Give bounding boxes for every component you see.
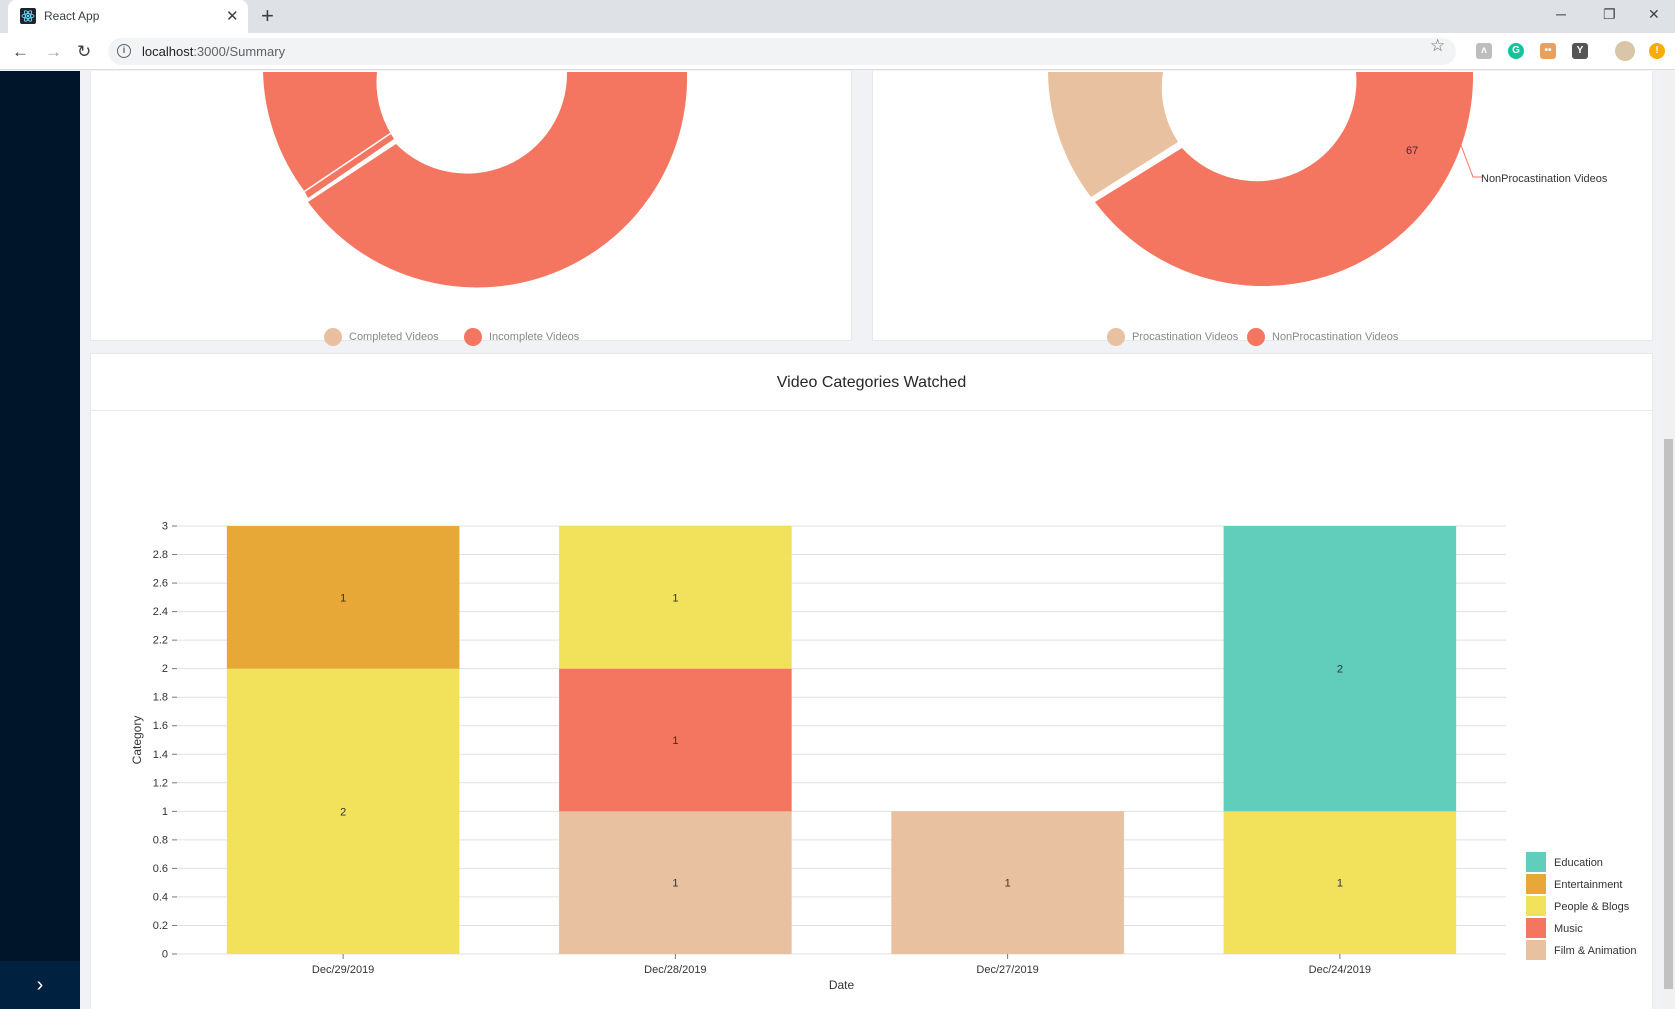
- legend-swatch[interactable]: [1526, 896, 1546, 916]
- react-logo-icon: [20, 8, 36, 24]
- completion-donut-chart: [263, 72, 688, 288]
- y-axis-label: Category: [130, 716, 144, 765]
- sidebar: ›: [0, 71, 80, 1009]
- y-tick-label: 1: [162, 806, 168, 818]
- bar-value-label: 2: [1337, 664, 1343, 676]
- bar-segment[interactable]: [226, 526, 460, 669]
- card-title: Video Categories Watched: [91, 354, 1652, 411]
- bar-value-label: 1: [1005, 878, 1011, 890]
- url-text: localhost:3000/Summary: [142, 44, 286, 59]
- y-tick-label: 0: [162, 949, 168, 961]
- legend-dot: [1107, 328, 1125, 346]
- y-tick-label: 0.4: [153, 891, 168, 903]
- y-tick-label: 2.8: [153, 549, 168, 561]
- bar-value-label: 1: [340, 592, 346, 604]
- address-bar[interactable]: i localhost:3000/Summary: [108, 38, 1456, 65]
- slice-label-nonprocrastination: NonProcastination Videos: [1481, 173, 1608, 185]
- bookmark-star-icon[interactable]: ☆: [1430, 36, 1446, 55]
- video-categories-card: Video Categories Watched 0 0.2 0.4 0.6 0.8 1 1…: [90, 353, 1653, 1009]
- browser-tab-bar: React App ✕ + ─ ❐ ✕: [0, 0, 1675, 33]
- legend-label: Film & Animation: [1554, 945, 1637, 957]
- y-tick-label: 1.4: [153, 749, 168, 761]
- page-scrollbar[interactable]: [1662, 71, 1675, 1009]
- donut-slice-nonprocrastination[interactable]: [1095, 72, 1474, 287]
- y-tick-label: 1.8: [153, 692, 168, 704]
- back-icon[interactable]: ←: [12, 42, 29, 61]
- browser-toolbar: ← → ↻ i localhost:3000/Summary ☆ ʌ G •• …: [0, 33, 1675, 70]
- bar-segment[interactable]: [1223, 526, 1457, 812]
- update-alert-icon[interactable]: !: [1649, 43, 1665, 59]
- y-tick-label: 0.2: [153, 920, 168, 932]
- legend-swatch[interactable]: [1526, 874, 1546, 894]
- y-tick-label: 2.6: [153, 578, 168, 590]
- y-tick-label: 3: [162, 521, 168, 533]
- y-tick-label: 2: [162, 663, 168, 675]
- legend-completed-videos[interactable]: Completed Videos: [324, 328, 439, 346]
- bar-segment[interactable]: [559, 526, 792, 669]
- tab-title: React App: [44, 9, 100, 23]
- scrollbar-thumb[interactable]: [1664, 439, 1673, 989]
- main-content: Completed Videos Incomplete Videos NonPr…: [80, 71, 1662, 1009]
- avatar[interactable]: [1615, 41, 1635, 61]
- x-tick-label: Dec/29/2019: [312, 964, 374, 976]
- bar-segment[interactable]: [559, 668, 792, 812]
- legend-label: Entertainment: [1554, 879, 1622, 891]
- bar-value-label: 1: [672, 878, 678, 890]
- completion-chart-card: Completed Videos Incomplete Videos: [90, 71, 852, 346]
- legend-label: People & Blogs: [1554, 901, 1630, 913]
- bar-value-label: 2: [340, 806, 346, 818]
- legend-label: Music: [1554, 923, 1583, 935]
- legend-swatch[interactable]: [1526, 918, 1546, 938]
- restore-icon[interactable]: ❐: [1603, 6, 1616, 22]
- donut-slice-completed[interactable]: [305, 134, 394, 198]
- extension-y-icon[interactable]: Y: [1572, 43, 1588, 59]
- sidebar-expand-chevron-icon[interactable]: ›: [0, 961, 80, 1009]
- legend-procrastination-videos[interactable]: Procastination Videos: [1107, 328, 1238, 346]
- x-tick-label: Dec/28/2019: [644, 964, 706, 976]
- legend-dot: [324, 328, 342, 346]
- donut-slice-incomplete-left[interactable]: [263, 72, 391, 192]
- legend-label: Education: [1554, 857, 1603, 869]
- bar-segment[interactable]: [559, 811, 792, 954]
- bar-segment[interactable]: [1223, 811, 1457, 954]
- bar-value-label: 1: [672, 735, 678, 747]
- site-info-icon[interactable]: i: [117, 44, 131, 58]
- legend-swatch[interactable]: [1526, 940, 1546, 960]
- extension-icon[interactable]: ʌ: [1476, 43, 1492, 59]
- bar-segment[interactable]: [226, 668, 460, 954]
- y-tick-label: 0.6: [153, 863, 168, 875]
- browser-tab[interactable]: React App ✕: [8, 0, 248, 33]
- extension-face-icon[interactable]: ••: [1540, 43, 1556, 59]
- procrastination-donut-chart: NonProcastination Videos 67: [1048, 72, 1608, 287]
- legend-incomplete-videos[interactable]: Incomplete Videos: [464, 328, 579, 346]
- y-tick-label: 0.8: [153, 834, 168, 846]
- x-tick-label: Dec/24/2019: [1309, 964, 1371, 976]
- legend-dot: [1247, 328, 1265, 346]
- bar-value-label: 1: [1337, 878, 1343, 890]
- slice-value-67: 67: [1406, 145, 1418, 157]
- bar-segment[interactable]: [891, 811, 1124, 954]
- reload-icon[interactable]: ↻: [77, 42, 92, 61]
- grammarly-icon[interactable]: G: [1508, 43, 1524, 59]
- forward-icon[interactable]: →: [45, 42, 62, 61]
- video-categories-bar-chart: 0 0.2 0.4 0.6 0.8 1 1.2 1.4 1.6 1.8 2 2.2 2.4 2.6 2.8 3…: [130, 521, 1637, 993]
- legend-dot: [464, 328, 482, 346]
- donut-slice-incomplete[interactable]: [308, 72, 688, 288]
- y-tick-label: 1.6: [153, 720, 168, 732]
- legend-swatch[interactable]: [1526, 852, 1546, 872]
- new-tab-icon[interactable]: +: [261, 3, 274, 28]
- close-window-icon[interactable]: ✕: [1648, 6, 1660, 22]
- donut-slice-procrastination[interactable]: [1048, 72, 1178, 197]
- y-tick-label: 1.2: [153, 777, 168, 789]
- x-tick-label: Dec/27/2019: [976, 964, 1038, 976]
- minimize-icon[interactable]: ─: [1556, 6, 1566, 22]
- x-axis-label: Date: [829, 978, 855, 992]
- legend-nonprocrastination-videos[interactable]: NonProcastination Videos: [1247, 328, 1398, 346]
- y-tick-label: 2.2: [153, 635, 168, 647]
- slice-label-link: [1455, 131, 1483, 178]
- bar-value-label: 1: [672, 592, 678, 604]
- procrastination-chart-card: NonProcastination Videos 67 Procastinati…: [872, 71, 1653, 346]
- y-tick-label: 2.4: [153, 606, 168, 618]
- tab-close-icon[interactable]: ✕: [226, 8, 239, 25]
